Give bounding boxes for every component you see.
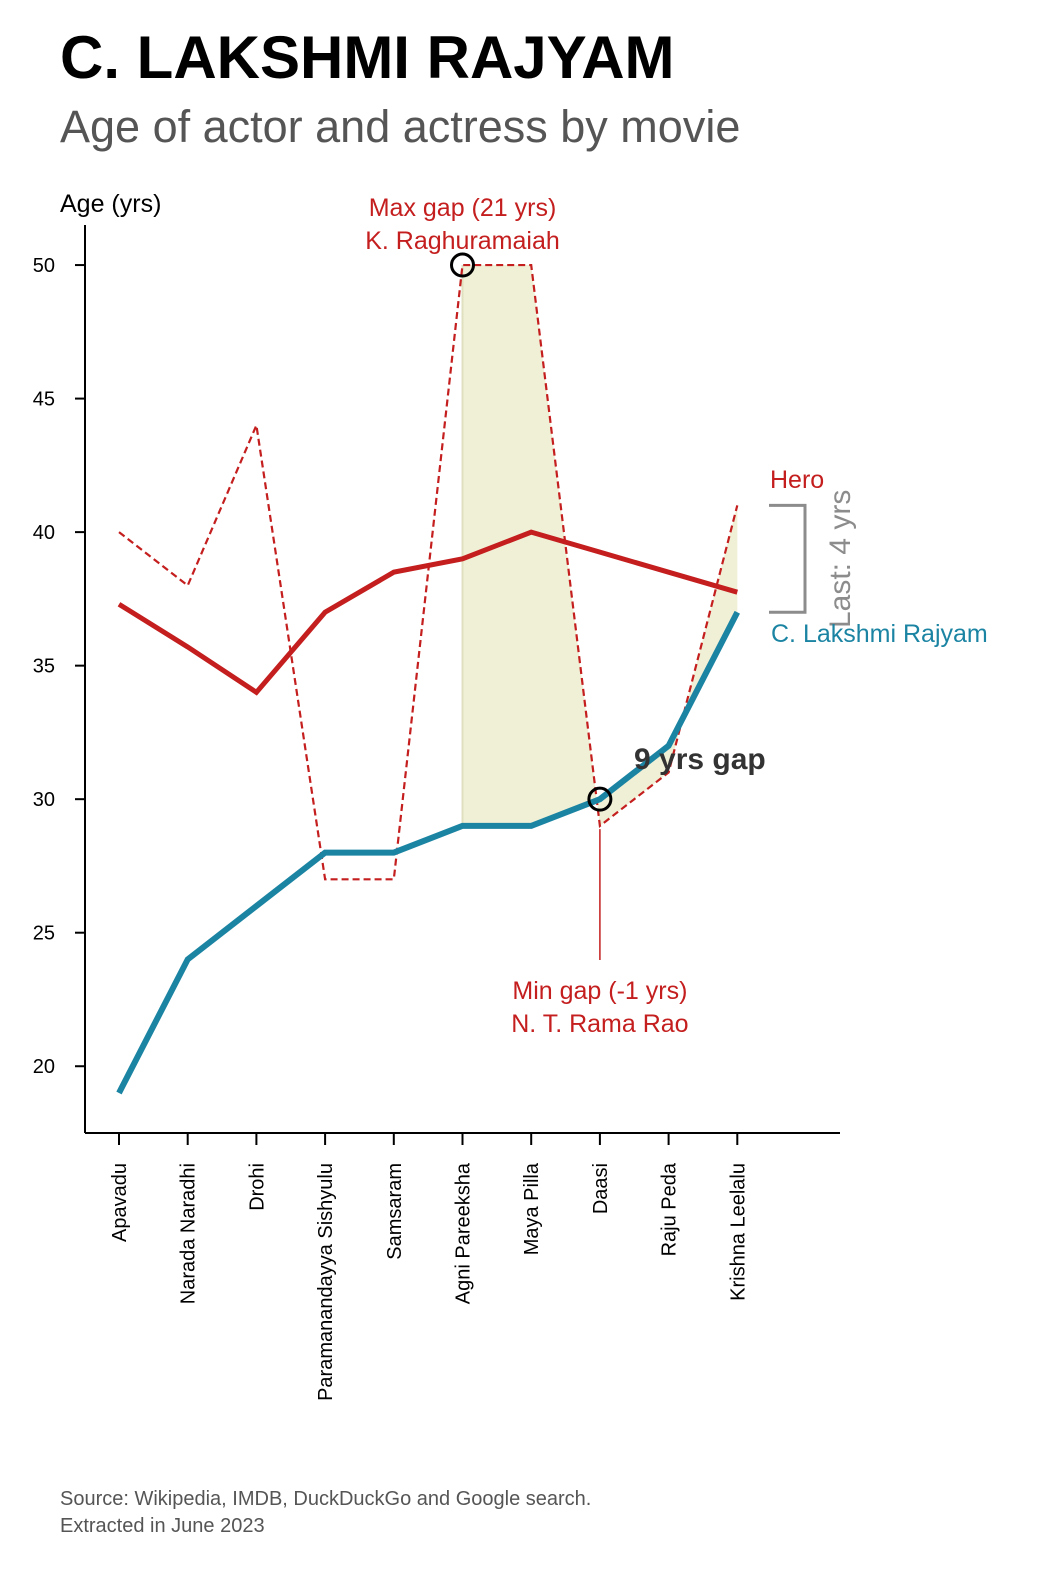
extraction-date-line: Extracted in June 2023	[60, 1515, 265, 1537]
x-tick-label: Agni Pareeksha	[453, 1162, 475, 1304]
last-gap-bracket	[769, 503, 807, 614]
x-tick-label: Krishna Leelalu	[727, 1163, 749, 1301]
min-gap-label: Min gap (-1 yrs)	[512, 977, 687, 1005]
x-ticks: Apavadu Narada Naradhi Drohi Paramanandayya…	[109, 1133, 749, 1401]
axes: Age (yrs)	[60, 190, 840, 1134]
min-gap-actor-label: N. T. Rama Rao	[511, 1010, 688, 1038]
gap-shaded-area	[462, 265, 738, 826]
y-ticks: 20 25 30 35 40 45 50	[33, 255, 85, 1078]
age-gap-chart: Age (yrs) 20 25 30 35 40 45 50 Apavadu Narada N…	[33, 190, 988, 1401]
x-tick-label: Samsaram	[384, 1163, 406, 1260]
page-subtitle: Age of actor and actress by movie	[60, 101, 741, 152]
actress-series-label: C. Lakshmi Rajyam	[771, 620, 988, 648]
y-tick-label: 50	[33, 255, 55, 277]
max-gap-label: Max gap (21 yrs)	[369, 194, 557, 222]
y-tick-label: 45	[33, 389, 55, 411]
x-tick-label: Drohi	[246, 1163, 268, 1211]
hero-age-dashed-line	[118, 263, 739, 881]
actress-age-line	[116, 610, 740, 1095]
gap-area-layer	[461, 265, 738, 826]
x-tick-label: Narada Naradhi	[178, 1163, 200, 1304]
hero-series-label: Hero	[770, 466, 824, 494]
max-gap-actor-label: K. Raghuramaiah	[365, 227, 560, 255]
source-line: Source: Wikipedia, IMDB, DuckDuckGo and …	[60, 1488, 592, 1510]
x-tick-label: Paramanandayya Sishyulu	[315, 1163, 337, 1401]
x-tick-label: Maya Pilla	[521, 1162, 543, 1255]
source-note: Source: Wikipedia, IMDB, DuckDuckGo and …	[60, 1486, 591, 1540]
average-gap-label: 9 yrs gap	[634, 743, 766, 776]
series-lines	[116, 263, 740, 1095]
x-tick-label: Raju Peda	[659, 1162, 681, 1256]
y-tick-label: 20	[33, 1056, 55, 1078]
y-tick-label: 35	[33, 656, 55, 678]
x-tick-label: Apavadu	[109, 1163, 131, 1242]
page-title: C. LAKSHMI RAJYAM	[60, 24, 675, 91]
last-gap-label: Last: 4 yrs	[824, 490, 857, 628]
y-tick-label: 25	[33, 923, 55, 945]
y-tick-label: 30	[33, 789, 55, 811]
min-gap-circle-marker	[587, 786, 613, 812]
max-gap-circle-marker	[450, 252, 475, 278]
annotations: Max gap (21 yrs) K. Raghuramaiah Min gap…	[365, 194, 988, 1038]
y-axis-label: Age (yrs)	[60, 190, 161, 218]
x-tick-label: Daasi	[590, 1163, 612, 1214]
y-tick-label: 40	[33, 522, 55, 544]
hero-age-trend-line	[117, 529, 738, 696]
